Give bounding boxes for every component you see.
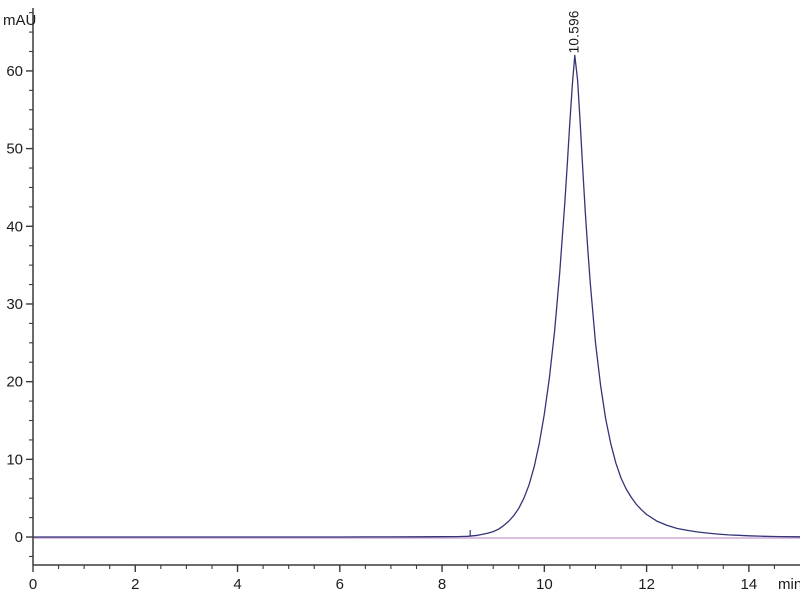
x-tick-label: 4 [233, 576, 241, 593]
x-tick-label: 10 [536, 576, 553, 593]
y-tick-label: 60 [6, 63, 23, 80]
x-tick-label: 14 [741, 576, 758, 593]
x-tick-label: 8 [438, 576, 446, 593]
x-tick-label: 0 [29, 576, 37, 593]
y-tick-label: 20 [6, 374, 23, 391]
y-tick-label: 0 [15, 529, 23, 546]
x-tick-label: 12 [638, 576, 655, 593]
detector-signal [32, 54, 800, 538]
x-tick-label: 6 [336, 576, 344, 593]
peak-retention-time-label: 10.596 [566, 10, 581, 53]
x-tick-label: 2 [131, 576, 139, 593]
y-tick-label: 50 [6, 141, 23, 158]
y-tick-label: 40 [6, 218, 23, 235]
x-axis-unit-label: min [778, 576, 800, 593]
y-tick-label: 10 [6, 451, 23, 468]
y-axis-unit-label: mAU [3, 12, 36, 29]
y-tick-label: 30 [6, 296, 23, 313]
